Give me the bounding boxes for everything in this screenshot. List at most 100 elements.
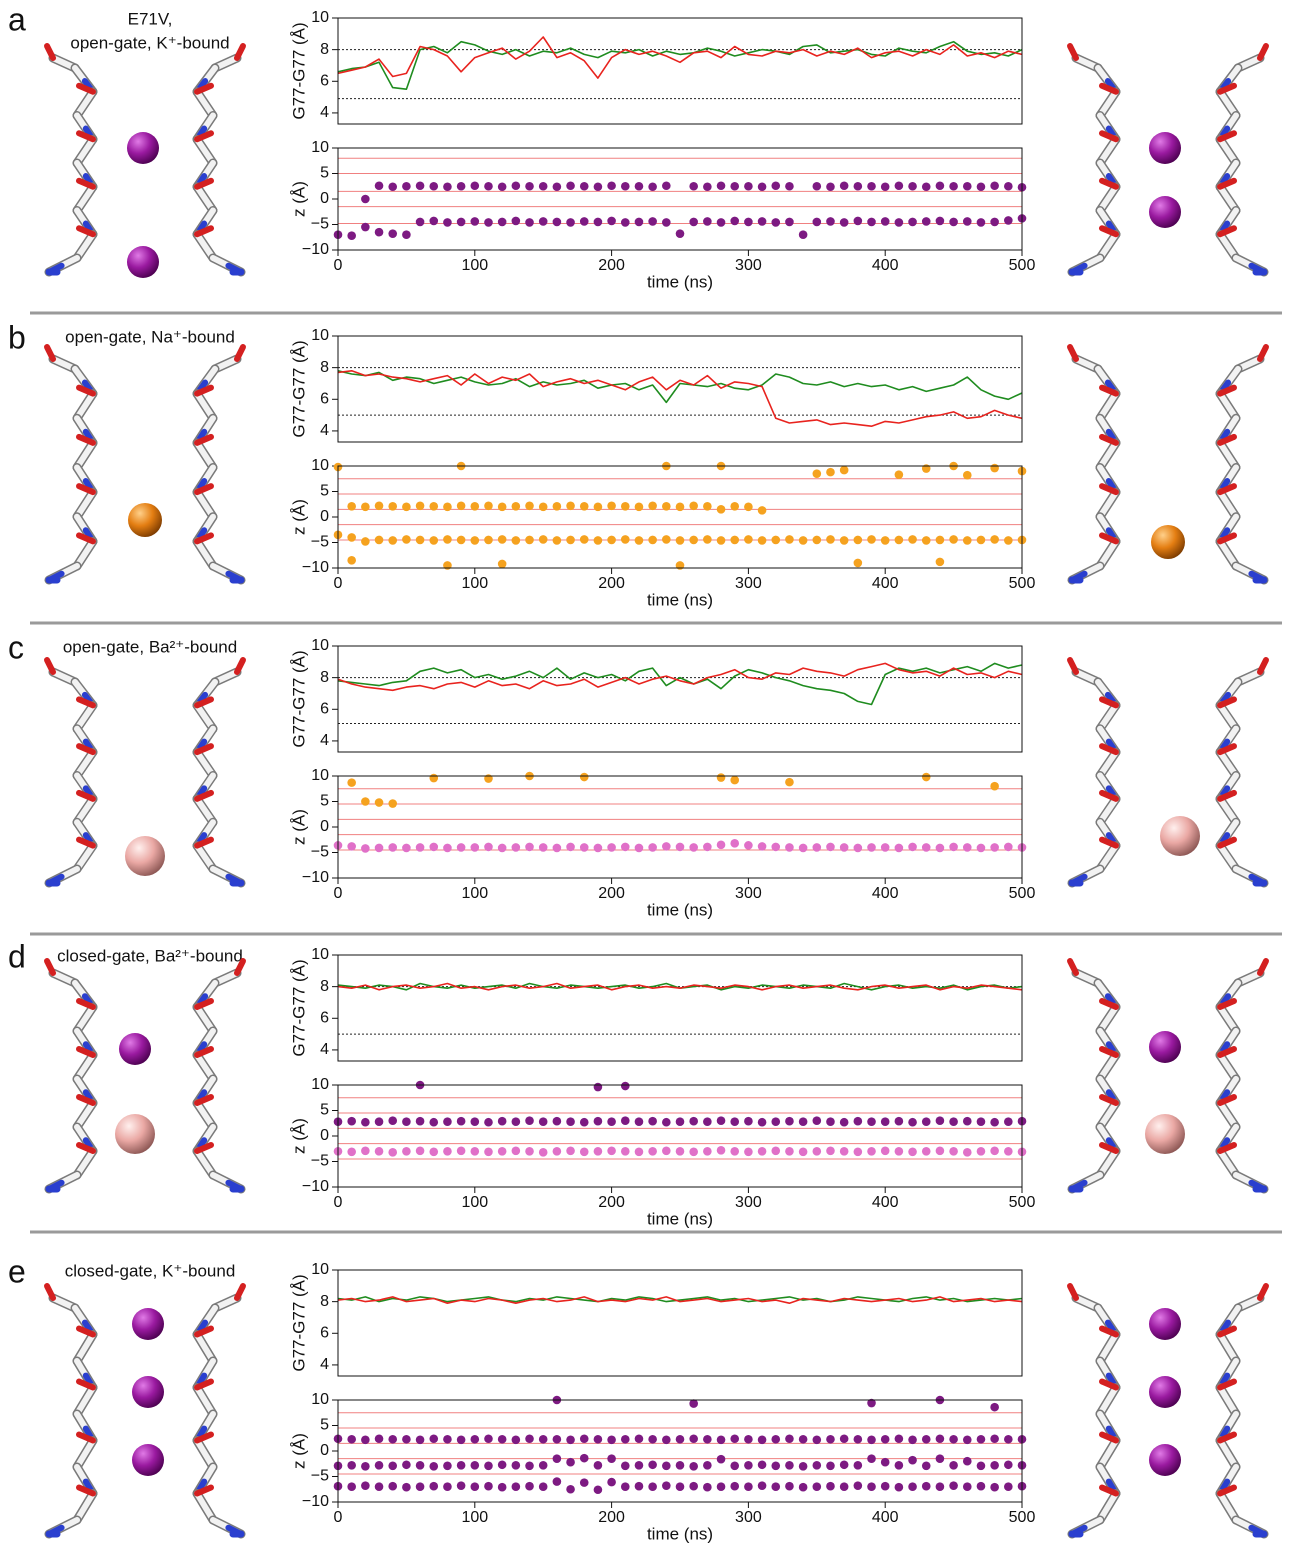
ion-position <box>566 1435 575 1445</box>
backbone-stick <box>194 231 216 261</box>
carbonyl-stick <box>1099 998 1119 1010</box>
ion-position <box>716 181 726 191</box>
ion-position <box>456 1116 466 1126</box>
carbonyl-stick <box>1217 743 1237 756</box>
ion-sphere <box>1149 1376 1181 1408</box>
ion-position <box>634 1460 644 1470</box>
ion-position <box>757 1460 767 1470</box>
ion-position <box>675 1147 685 1156</box>
ion-position <box>880 1117 890 1127</box>
ion-position <box>785 217 794 227</box>
ion-position <box>990 217 999 227</box>
carbonyl-stick <box>194 789 214 802</box>
ion-position <box>812 535 822 545</box>
y-tick-label: 8 <box>320 1293 329 1310</box>
ion-position <box>826 1146 835 1156</box>
backbone-stick <box>1097 702 1119 732</box>
ion-position <box>962 181 972 191</box>
backbone-stick <box>194 1052 216 1082</box>
x-axis-label: time (ns) <box>647 1209 713 1228</box>
ion-position <box>744 1434 753 1444</box>
backbone-stick <box>1097 1437 1119 1470</box>
ion-position <box>921 1147 931 1156</box>
ion-position <box>347 1434 356 1444</box>
ion-position <box>798 1147 808 1157</box>
ion-position <box>374 1482 384 1491</box>
ion-position <box>908 1482 917 1491</box>
ion-position <box>798 1434 808 1444</box>
ion-position <box>361 1117 370 1127</box>
carbonyl-stick <box>76 743 96 756</box>
carbonyl-stick <box>1217 1325 1237 1338</box>
ion-position <box>921 1117 931 1127</box>
ion-position <box>675 536 685 545</box>
backbone-stick <box>1097 1490 1119 1523</box>
panel-label: open-gate, Ba²⁺-bound <box>63 637 237 656</box>
carbonyl-stick <box>234 958 246 976</box>
ion-position <box>662 218 671 227</box>
ion-position <box>429 536 439 545</box>
carbonyl-stick <box>194 433 214 446</box>
y-tick-label: 10 <box>311 637 329 654</box>
x-tick-label: 0 <box>334 1509 343 1526</box>
ion-position <box>921 1461 931 1471</box>
ion-position <box>388 799 398 808</box>
carbonyl-stick <box>76 789 96 802</box>
ion-position <box>689 217 698 227</box>
x-tick-label: 200 <box>598 1194 625 1211</box>
ion-position <box>867 1398 876 1408</box>
ion-position <box>812 843 822 852</box>
ion-position <box>675 1117 685 1127</box>
carbonyl-stick <box>1099 82 1119 95</box>
ion-position <box>648 1460 657 1470</box>
ion-position <box>429 1117 439 1127</box>
ion-position <box>716 505 726 514</box>
ion-position <box>962 1456 972 1466</box>
ion-position <box>703 535 712 544</box>
ion-position <box>525 1116 534 1125</box>
ion-position <box>552 536 562 545</box>
backbone-stick <box>1217 1100 1239 1130</box>
ion-position <box>962 1435 972 1445</box>
x-tick-label: 400 <box>872 257 899 274</box>
ion-position <box>429 216 439 226</box>
ion-position <box>429 181 439 191</box>
ion-position <box>511 1482 521 1491</box>
ion-position <box>620 1147 630 1156</box>
x-tick-label: 500 <box>1009 1194 1036 1211</box>
ion-position <box>839 1434 849 1444</box>
backbone-stick <box>1217 1437 1239 1470</box>
ion-position <box>730 1434 740 1444</box>
backbone-stick <box>1217 1331 1239 1364</box>
ion-sphere <box>1149 196 1181 228</box>
ion-position <box>374 1147 384 1156</box>
backbone-stick <box>74 538 96 569</box>
ion-position <box>538 1148 548 1157</box>
ion-position <box>662 1146 671 1156</box>
carbonyl-stick <box>1217 384 1237 397</box>
carbonyl-stick <box>234 344 246 362</box>
ion-position <box>607 181 616 191</box>
ion-position <box>593 502 603 512</box>
y-tick-label: 6 <box>320 1010 329 1027</box>
line-series <box>337 1296 1023 1303</box>
ion-position <box>497 217 507 227</box>
ion-position <box>921 772 931 782</box>
ion-position <box>935 843 945 853</box>
ion-position <box>374 227 384 237</box>
carbonyl-stick <box>1217 130 1237 143</box>
y-tick-label: 4 <box>320 1356 329 1373</box>
carbonyl-stick <box>76 384 96 397</box>
ion-position <box>826 1117 835 1127</box>
ion-position <box>921 1481 931 1491</box>
carbonyl-stick <box>1099 1142 1119 1154</box>
backbone-stick <box>1217 1052 1239 1082</box>
backbone-stick <box>74 439 96 471</box>
backbone-stick <box>1097 489 1119 520</box>
ion-position <box>921 217 931 226</box>
ion-position <box>921 182 931 192</box>
ion-sphere <box>1145 1114 1185 1154</box>
ion-position <box>853 1481 863 1490</box>
